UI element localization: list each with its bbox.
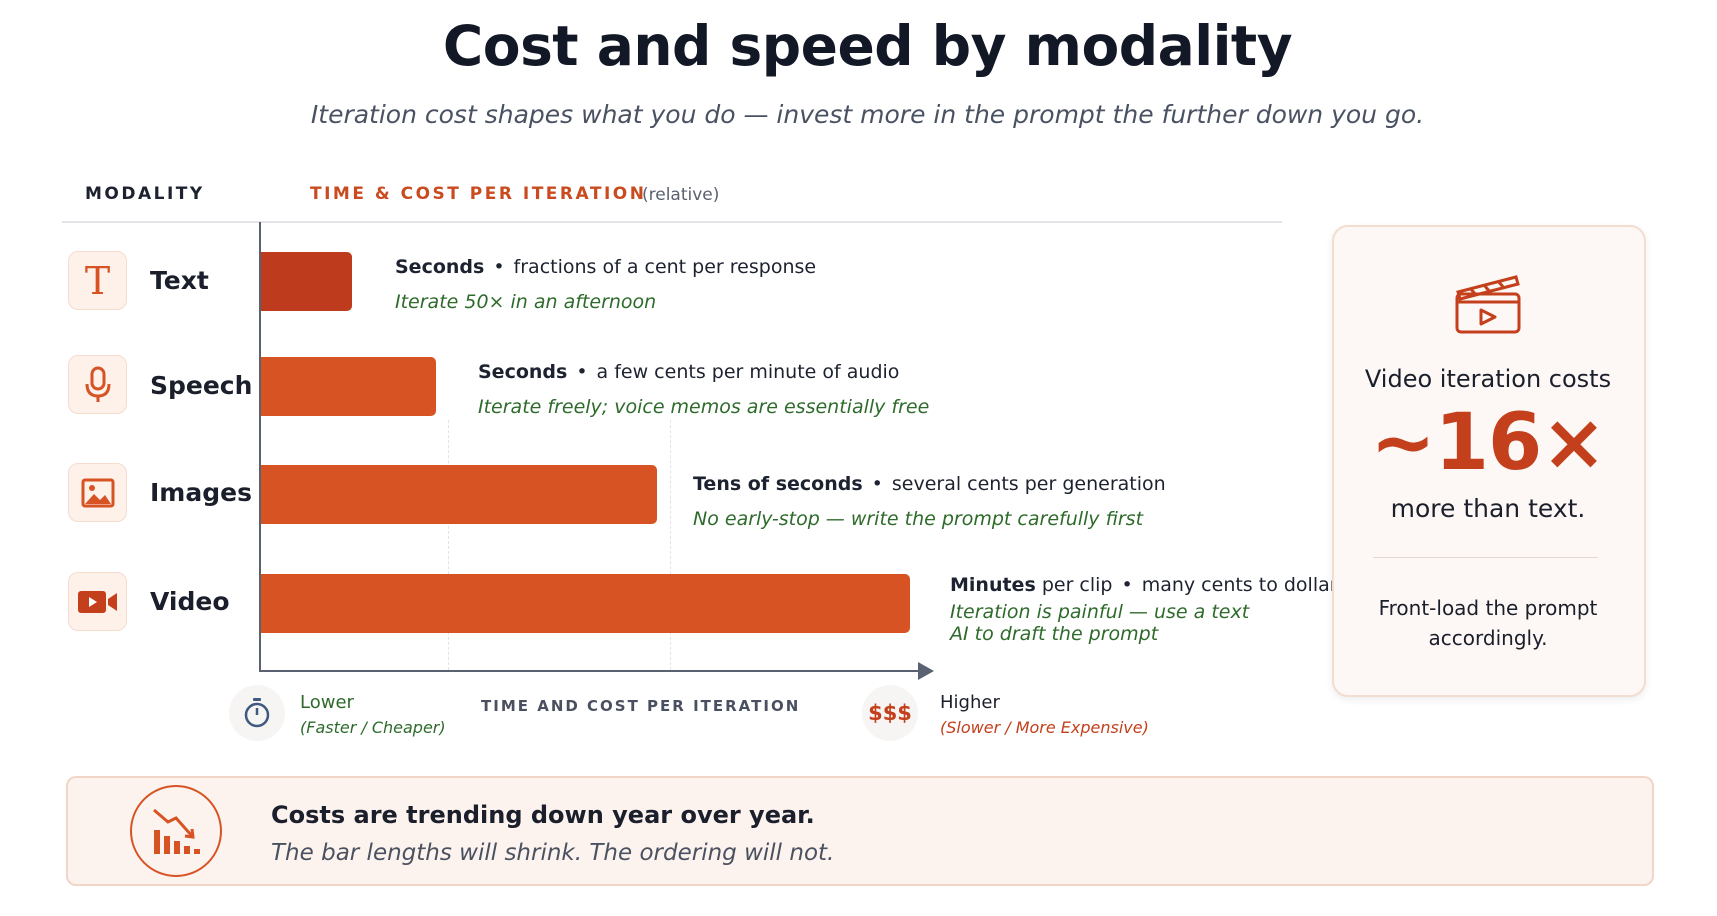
callout-line-2: more than text. (1390, 494, 1586, 523)
note-detail: a few cents per minute of audio (596, 361, 900, 383)
legend-high-word: Higher (940, 692, 1000, 713)
column-header-relative: (relative) (642, 185, 720, 205)
page-subtitle: Iteration cost shapes what you do — inve… (310, 100, 1425, 129)
legend-low-word: Lower (300, 692, 354, 713)
callout-footer: Front-load the prompt accordingly. (1378, 596, 1598, 650)
data-label-video: Minutes per clip • many cents to dollars (950, 574, 1347, 596)
data-label-text: Seconds • fractions of a cent per response (395, 256, 816, 278)
separator-dot: • (576, 361, 588, 383)
note-detail: fractions of a cent per response (513, 256, 817, 278)
trend-heading: Costs are trending down year over year. (271, 801, 815, 829)
page-title: Cost and speed by modality (442, 14, 1293, 78)
separator-dot: • (1121, 574, 1133, 596)
note-italic-text: Iterate 50× in an afternoon (395, 291, 657, 313)
microphone-icon (68, 355, 127, 414)
clapperboard-icon (1454, 268, 1522, 338)
gridline (670, 420, 671, 670)
separator-dot: • (871, 473, 883, 495)
bar-video (261, 574, 910, 633)
note-bold-suffix: per clip (1041, 574, 1113, 596)
bar-speech (261, 357, 436, 416)
image-icon (68, 463, 127, 522)
x-axis-line (259, 670, 919, 672)
callout-multiplier: ~16× (1370, 398, 1606, 488)
modality-label-text: Text (150, 266, 209, 295)
note-italic-video: Iteration is painful — use a text AI to … (950, 601, 1250, 645)
note-italic-speech: Iterate freely; voice memos are essentia… (478, 396, 930, 418)
header-divider (62, 221, 1282, 223)
data-label-images: Tens of seconds • several cents per genera… (693, 473, 1166, 495)
declining-bar-chart-icon (130, 785, 222, 877)
note-detail: many cents to dollars (1141, 574, 1348, 596)
separator-dot: • (493, 256, 505, 278)
note-detail: several cents per generation (891, 473, 1166, 495)
high-cost-symbol: $$$ (868, 701, 912, 725)
stopwatch-icon (229, 685, 285, 741)
modality-label-speech: Speech (150, 371, 253, 400)
modality-label-images: Images (150, 478, 252, 507)
bar-images (261, 465, 657, 524)
column-header-cost: TIME & COST PER ITERATION (310, 184, 647, 204)
callout-line-1: Video iteration costs (1364, 365, 1612, 393)
modality-label-video: Video (150, 587, 230, 616)
note-italic-images: No early-stop — write the prompt careful… (693, 508, 1144, 530)
bar-text (261, 252, 352, 311)
trend-subtext: The bar lengths will shrink. The orderin… (271, 840, 835, 866)
callout-divider (1373, 557, 1598, 558)
legend-high-sub: (Slower / More Expensive) (940, 718, 1149, 737)
video-camera-icon (68, 572, 127, 631)
x-axis-title: TIME AND COST PER ITERATION (481, 697, 801, 715)
column-header-modality: MODALITY (85, 184, 205, 204)
note-bold: Tens of seconds (693, 473, 863, 495)
note-bold: Seconds (395, 256, 485, 278)
x-axis-arrow-icon (918, 662, 934, 680)
high-cost-badge: $$$ (862, 685, 918, 741)
y-axis-line (259, 222, 261, 672)
letter-t-icon: T (68, 251, 127, 310)
data-label-speech: Seconds • a few cents per minute of audio (478, 361, 899, 383)
video-callout-card (1332, 225, 1646, 697)
trend-banner (66, 776, 1654, 886)
note-bold: Minutes (950, 574, 1036, 596)
gridline (448, 420, 449, 670)
legend-low-sub: (Faster / Cheaper) (300, 718, 446, 737)
note-bold: Seconds (478, 361, 568, 383)
